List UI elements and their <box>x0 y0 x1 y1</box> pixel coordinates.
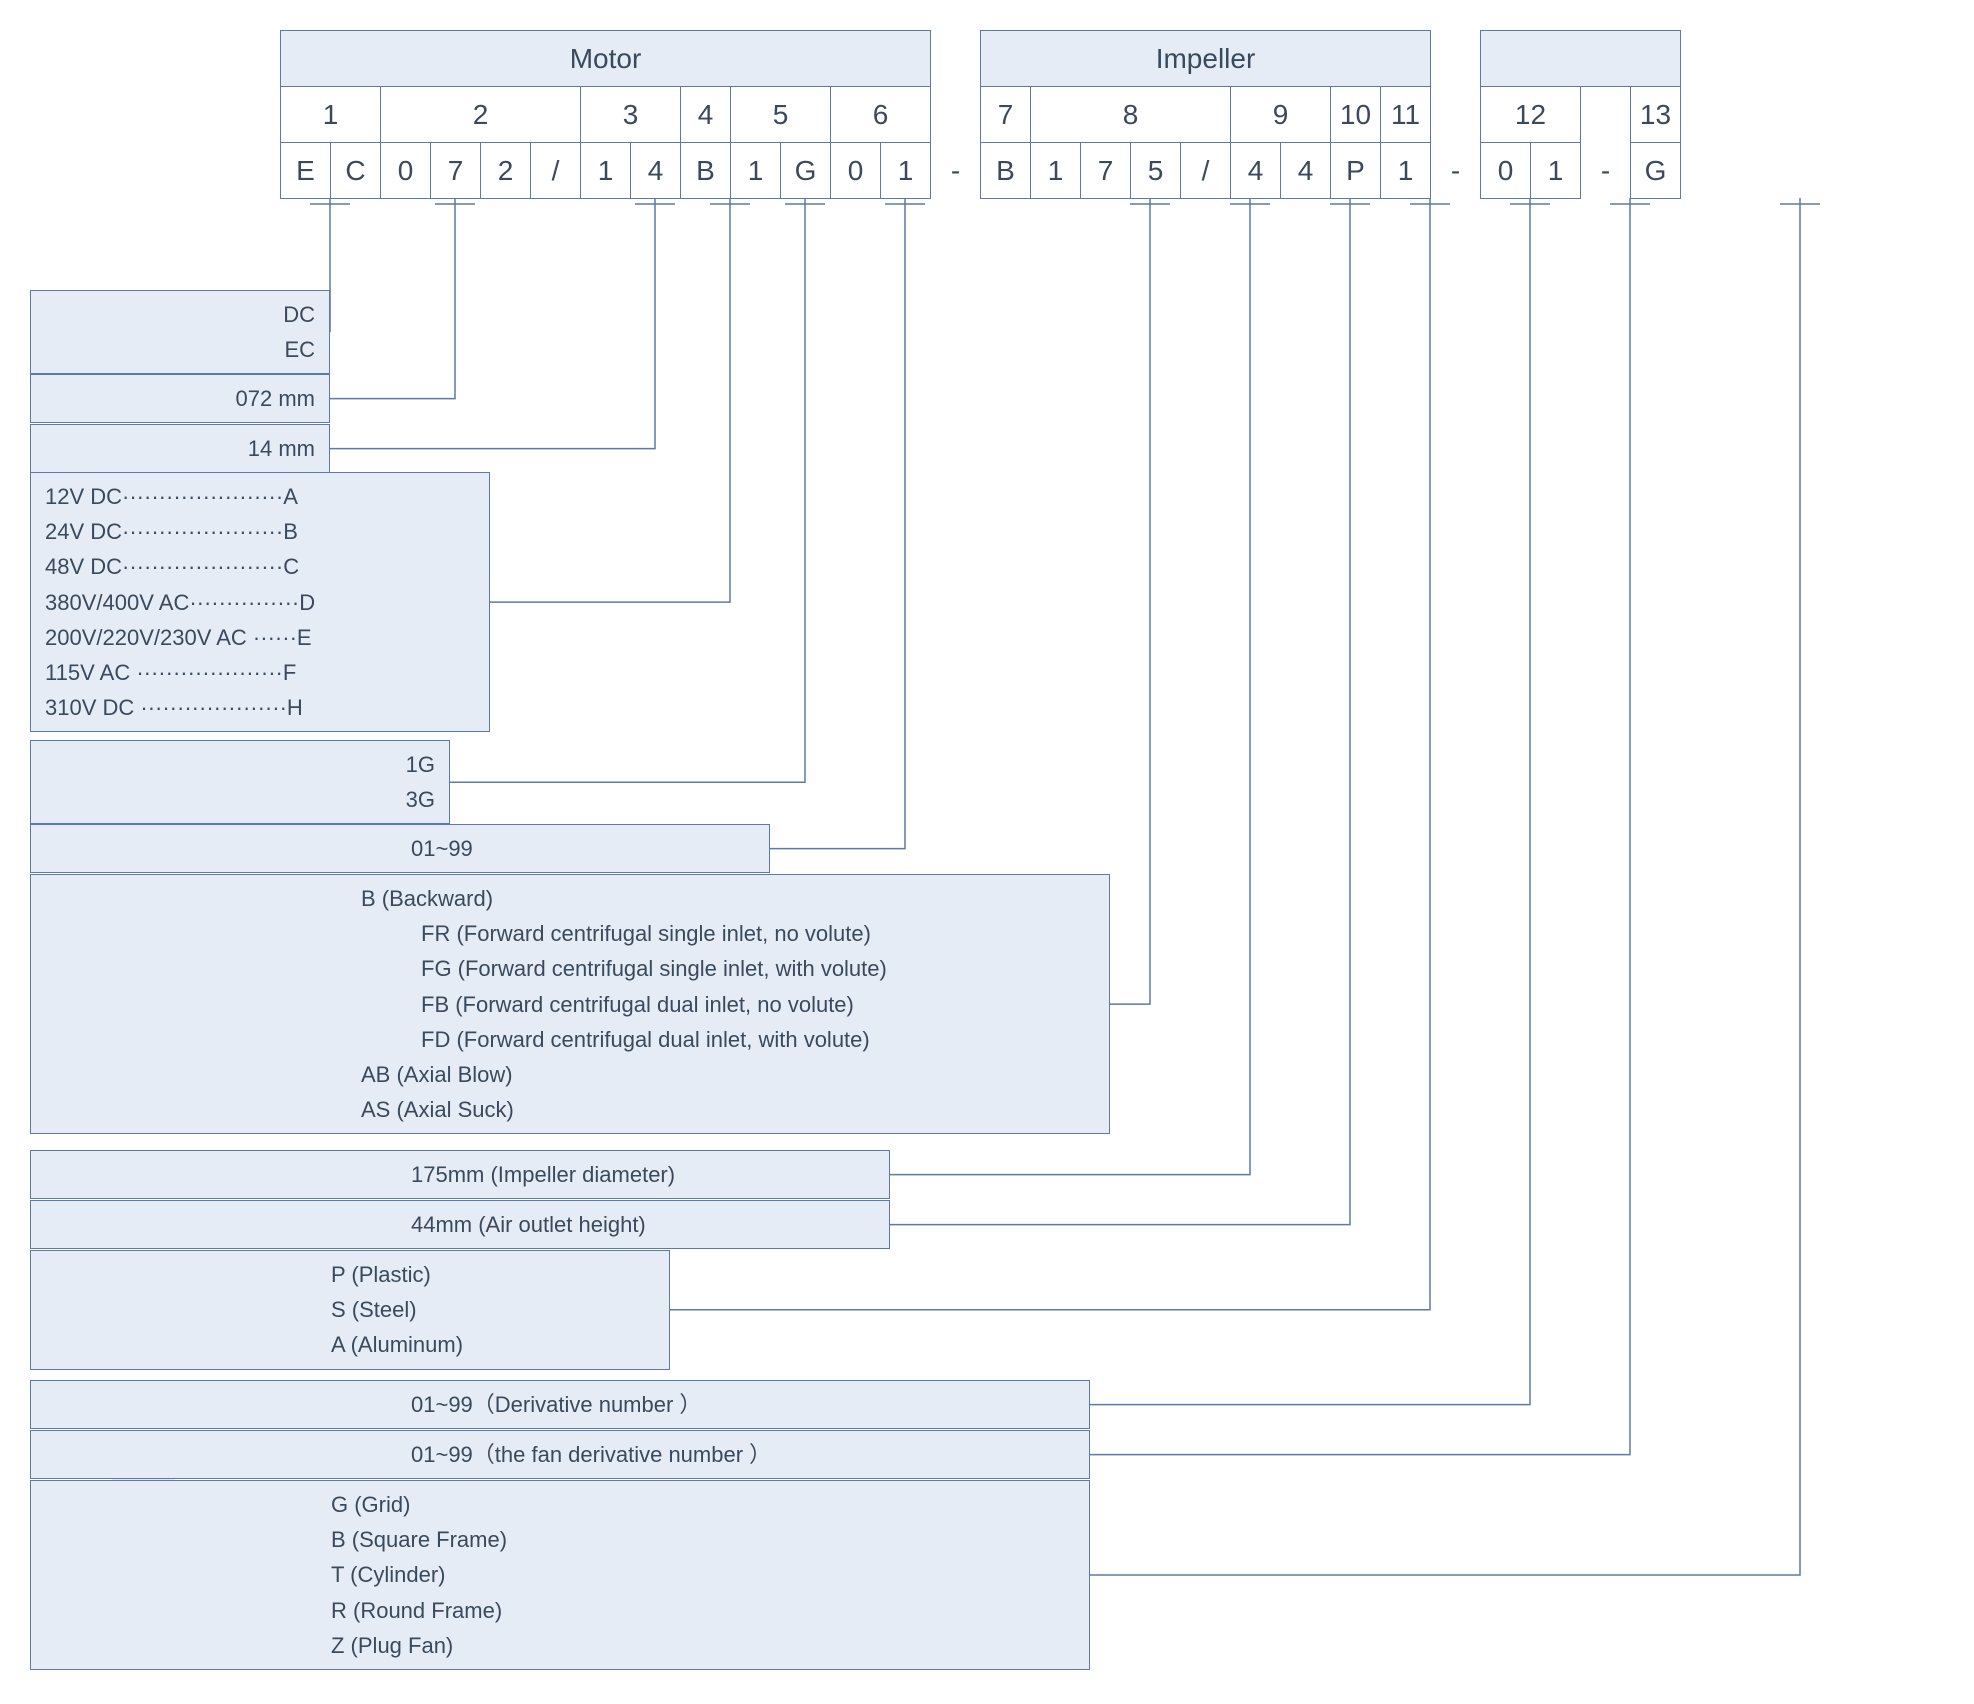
legend-outlet-height: 44mm (Air outlet height) <box>30 1200 890 1249</box>
pos-9: 9 <box>1231 87 1331 143</box>
code-cell: 1 <box>1381 143 1431 199</box>
code-cell: 1 <box>1531 143 1581 199</box>
legend-line: B (Backward) <box>361 881 1095 916</box>
legend-line: 175mm (Impeller diameter) <box>411 1157 875 1192</box>
code-cell: 0 <box>381 143 431 199</box>
legend-motor-deriv: 01~99 <box>30 824 770 873</box>
legend-line: 310V DC ····················H <box>45 690 475 725</box>
legend-line: T (Cylinder) <box>331 1557 1075 1592</box>
legend-line: 01~99 <box>411 831 755 866</box>
code-cell: 1 <box>731 143 781 199</box>
code-cell: 4 <box>1231 143 1281 199</box>
header-impeller: Impeller <box>981 31 1431 87</box>
code-cell: C <box>331 143 381 199</box>
legend-motor-size: 072 mm <box>30 374 330 423</box>
code-sep: - <box>1431 143 1481 199</box>
header-row: Motor Impeller <box>281 31 1681 87</box>
legend-motor-type: DC EC <box>30 290 330 374</box>
legend-line: FR (Forward centrifugal single inlet, no… <box>361 916 1095 951</box>
legend-deriv-number: 01~99（Derivative number ） <box>30 1380 1090 1429</box>
code-cell: 4 <box>1281 143 1331 199</box>
code-cell: 1 <box>581 143 631 199</box>
pos-2: 2 <box>381 87 581 143</box>
legend-impeller-type: B (Backward) FR (Forward centrifugal sin… <box>30 874 1110 1134</box>
legend-line: FG (Forward centrifugal single inlet, wi… <box>361 951 1095 986</box>
legend-impeller-diameter: 175mm (Impeller diameter) <box>30 1150 890 1199</box>
legend-frame-type: G (Grid) B (Square Frame) T (Cylinder) R… <box>30 1480 1090 1670</box>
pos-3: 3 <box>581 87 681 143</box>
legend-generation: 1G 3G <box>30 740 450 824</box>
position-row: 1 2 3 4 5 6 7 8 9 10 11 12 13 <box>281 87 1681 143</box>
code-cell: 7 <box>1081 143 1131 199</box>
pos-6: 6 <box>831 87 931 143</box>
legend-line: 48V DC······················C <box>45 549 475 584</box>
pos-10: 10 <box>1331 87 1381 143</box>
legend-line: FD (Forward centrifugal dual inlet, with… <box>361 1022 1095 1057</box>
code-cell: 1 <box>881 143 931 199</box>
pos-8: 8 <box>1031 87 1231 143</box>
code-sep: - <box>1581 143 1631 199</box>
legend-line: P (Plastic) <box>331 1257 655 1292</box>
legend-line: DC <box>45 297 315 332</box>
legend-line: G (Grid) <box>331 1487 1075 1522</box>
legend-line: S (Steel) <box>331 1292 655 1327</box>
code-cell: G <box>781 143 831 199</box>
code-cell: 0 <box>1481 143 1531 199</box>
legend-line: R (Round Frame) <box>331 1593 1075 1628</box>
pos-12: 12 <box>1481 87 1581 143</box>
code-cell: 2 <box>481 143 531 199</box>
pos-13: 13 <box>1631 87 1681 143</box>
legend-line: 1G <box>45 747 435 782</box>
header-blank <box>1481 31 1681 87</box>
pos-1: 1 <box>281 87 381 143</box>
legend-line: AB (Axial Blow) <box>361 1057 1095 1092</box>
legend-line: 3G <box>45 782 435 817</box>
legend-voltage: 12V DC······················A 24V DC····… <box>30 472 490 732</box>
legend-line: AS (Axial Suck) <box>361 1092 1095 1127</box>
code-cell: 1 <box>1031 143 1081 199</box>
pos-7: 7 <box>981 87 1031 143</box>
code-cell: 5 <box>1131 143 1181 199</box>
legend-line: 12V DC······················A <box>45 479 475 514</box>
code-cell: E <box>281 143 331 199</box>
legend-line: 24V DC······················B <box>45 514 475 549</box>
legend-line: 01~99（the fan derivative number ） <box>411 1437 1075 1472</box>
legend-fan-deriv: 01~99（the fan derivative number ） <box>30 1430 1090 1479</box>
product-code-table: Motor Impeller 1 2 3 4 5 6 7 8 9 10 11 1… <box>280 30 1681 199</box>
code-cell: P <box>1331 143 1381 199</box>
legend-line: 44mm (Air outlet height) <box>411 1207 875 1242</box>
header-motor: Motor <box>281 31 931 87</box>
legend-line: 115V AC ····················F <box>45 655 475 690</box>
code-cell: 7 <box>431 143 481 199</box>
legend-line: EC <box>45 332 315 367</box>
code-row: E C 0 7 2 / 1 4 B 1 G 0 1 - B 1 7 5 / 4 … <box>281 143 1681 199</box>
pos-11: 11 <box>1381 87 1431 143</box>
legend-line: 200V/220V/230V AC ······E <box>45 620 475 655</box>
legend-line: A (Aluminum) <box>331 1327 655 1362</box>
legend-line: 14 mm <box>45 431 315 466</box>
code-cell: 4 <box>631 143 681 199</box>
legend-line: 072 mm <box>45 381 315 416</box>
legend-line: 380V/400V AC···············D <box>45 585 475 620</box>
code-cell: / <box>531 143 581 199</box>
legend-shaft: 14 mm <box>30 424 330 473</box>
code-cell: G <box>1631 143 1681 199</box>
pos-4: 4 <box>681 87 731 143</box>
pos-5: 5 <box>731 87 831 143</box>
code-cell: B <box>681 143 731 199</box>
legend-line: Z (Plug Fan) <box>331 1628 1075 1663</box>
code-cell: B <box>981 143 1031 199</box>
code-cell: / <box>1181 143 1231 199</box>
code-sep: - <box>931 143 981 199</box>
legend-line: B (Square Frame) <box>331 1522 1075 1557</box>
legend-line: FB (Forward centrifugal dual inlet, no v… <box>361 987 1095 1022</box>
legend-material: P (Plastic) S (Steel) A (Aluminum) <box>30 1250 670 1370</box>
legend-line: 01~99（Derivative number ） <box>411 1387 1075 1422</box>
code-cell: 0 <box>831 143 881 199</box>
